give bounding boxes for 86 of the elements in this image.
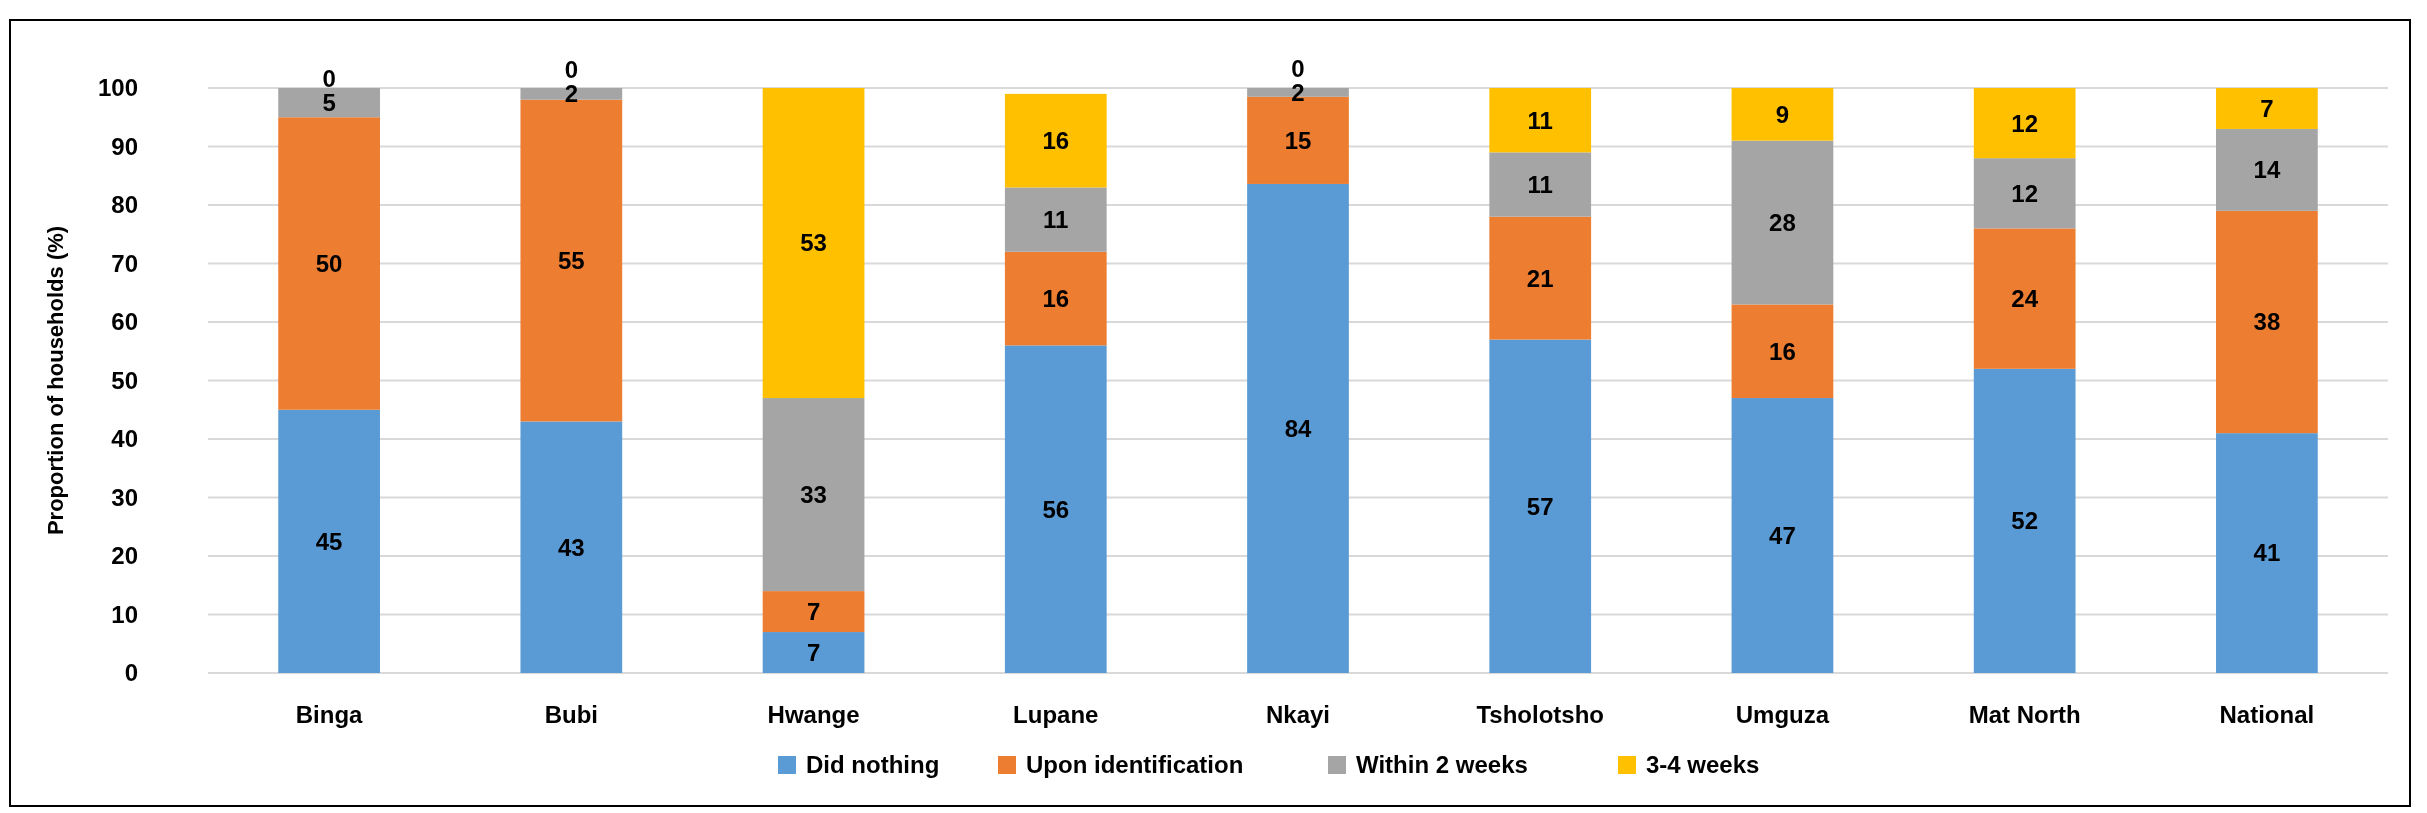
data-label: 33 xyxy=(800,480,827,508)
y-tick-label: 80 xyxy=(111,191,138,219)
data-label: 11 xyxy=(1527,106,1553,134)
bar xyxy=(1004,251,1107,346)
x-tick-label: Hwange xyxy=(767,701,860,728)
data-label: 7 xyxy=(806,597,821,625)
x-tick-label: Binga xyxy=(295,701,364,728)
y-tick-label: 100 xyxy=(97,74,138,102)
data-label: 15 xyxy=(1284,126,1312,154)
bar xyxy=(2216,433,2318,673)
x-tick-label: Umguza xyxy=(1735,701,1830,728)
data-label: 11 xyxy=(1527,170,1553,198)
data-label: 12 xyxy=(2011,179,2039,207)
y-tick-label: 50 xyxy=(111,366,138,394)
data-label: 84 xyxy=(1284,414,1312,442)
bar xyxy=(2216,88,2318,129)
y-tick-label: 10 xyxy=(111,600,138,628)
bar xyxy=(2216,128,2318,211)
data-label: 45 xyxy=(315,527,343,555)
bar xyxy=(1004,187,1107,252)
bar xyxy=(1489,339,1592,673)
y-tick-label: 70 xyxy=(111,249,138,277)
data-label: 7 xyxy=(2260,94,2274,122)
y-tick-label: 90 xyxy=(111,132,138,160)
data-label: 56 xyxy=(1042,495,1070,523)
data-label: 11 xyxy=(1043,206,1069,234)
y-axis-title: Proportion of households (%) xyxy=(43,225,68,536)
data-label: 16 xyxy=(1769,337,1796,365)
bar xyxy=(1973,88,2076,159)
bar xyxy=(1247,183,1349,673)
data-label: 24 xyxy=(2011,285,2039,312)
data-label: 55 xyxy=(557,246,585,274)
bar xyxy=(1731,304,1834,399)
data-label: 9 xyxy=(1775,100,1790,128)
bar xyxy=(1489,216,1592,340)
data-label: 38 xyxy=(2253,308,2281,336)
data-label: 47 xyxy=(1769,521,1796,549)
x-tick-label: National xyxy=(2219,701,2315,728)
data-label: 43 xyxy=(557,533,585,561)
data-label: 14 xyxy=(2253,156,2281,184)
x-tick-label: Tsholotsho xyxy=(1476,701,1604,728)
x-tick-label: Bubi xyxy=(544,701,598,728)
bar xyxy=(762,88,865,399)
data-label: 21 xyxy=(1526,264,1554,292)
x-tick-label: Mat North xyxy=(1968,701,2081,728)
bar xyxy=(1731,88,1834,141)
data-label: 50 xyxy=(315,249,343,277)
bar xyxy=(1731,140,1834,305)
data-label: 0 xyxy=(1291,54,1305,82)
data-label: 16 xyxy=(1042,285,1070,312)
data-label: 57 xyxy=(1526,492,1554,520)
y-tick-label: 20 xyxy=(111,542,138,570)
bar xyxy=(762,591,865,633)
y-tick-label: 30 xyxy=(111,483,138,511)
bar xyxy=(1973,158,2076,229)
data-label: 52 xyxy=(2011,507,2039,535)
data-label: 28 xyxy=(1769,208,1796,236)
bar xyxy=(520,421,623,673)
data-label: 0 xyxy=(564,56,579,84)
data-label: 7 xyxy=(806,638,821,666)
data-label: 53 xyxy=(800,229,827,257)
bar xyxy=(762,398,865,592)
y-tick-label: 60 xyxy=(111,308,138,336)
x-tick-label: Lupane xyxy=(1013,701,1099,728)
data-label: 16 xyxy=(1042,127,1070,155)
bar xyxy=(1004,93,1107,188)
data-label: 41 xyxy=(2253,539,2281,567)
bar xyxy=(762,632,865,673)
legend-label: Upon identification xyxy=(1026,751,1244,779)
bar xyxy=(1973,368,2076,673)
legend-label: 3-4 weeks xyxy=(1646,751,1760,779)
bar xyxy=(278,88,380,118)
bar xyxy=(1489,152,1592,217)
bar xyxy=(1004,345,1107,673)
bar xyxy=(278,117,380,410)
bar xyxy=(2216,210,2318,434)
data-label: 12 xyxy=(2011,109,2039,137)
legend-label: Did nothing xyxy=(806,751,940,779)
x-tick-label: Nkayi xyxy=(1265,701,1331,728)
legend-label: Within 2 weeks xyxy=(1356,751,1528,779)
y-tick-label: 0 xyxy=(124,659,138,687)
bar xyxy=(1973,228,2076,369)
y-tick-label: 40 xyxy=(111,425,138,453)
bar xyxy=(1489,88,1592,153)
bar xyxy=(1731,398,1834,673)
bar xyxy=(278,409,380,673)
